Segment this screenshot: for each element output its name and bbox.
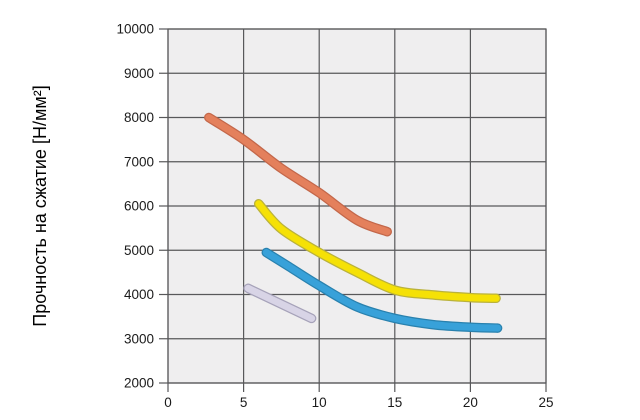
y-tick-label: 9000 — [124, 66, 154, 81]
curves — [204, 112, 503, 333]
y-tick-label: 8000 — [124, 110, 154, 125]
curve-blue — [262, 249, 502, 332]
y-tick-label: 5000 — [124, 243, 154, 258]
curve-yellow — [255, 200, 500, 302]
x-tick-label: 25 — [538, 395, 553, 410]
y-tick-label: 3000 — [124, 331, 154, 346]
plot-border — [167, 28, 547, 384]
y-axis-title: Прочность на сжатие [Н/мм²] — [30, 85, 50, 326]
x-tick-label: 0 — [164, 395, 172, 410]
x-tick-label: 10 — [312, 395, 327, 410]
y-tick-label: 2000 — [124, 376, 154, 391]
curve-lavender — [244, 284, 316, 322]
x-tick-label: 15 — [387, 395, 402, 410]
x-tick-label: 20 — [463, 395, 478, 410]
x-tick-label: 5 — [240, 395, 248, 410]
plot-area — [159, 28, 547, 392]
curve-orange — [205, 114, 391, 236]
y-tick-label: 6000 — [124, 199, 154, 214]
y-tick-label: 7000 — [124, 154, 154, 169]
y-tick-label: 4000 — [124, 287, 154, 302]
axis-labels: 2000 3000 4000 5000 6000 7000 8000 9000 10000 0 5 1… — [116, 22, 553, 411]
y-tick-label: 10000 — [116, 22, 154, 37]
